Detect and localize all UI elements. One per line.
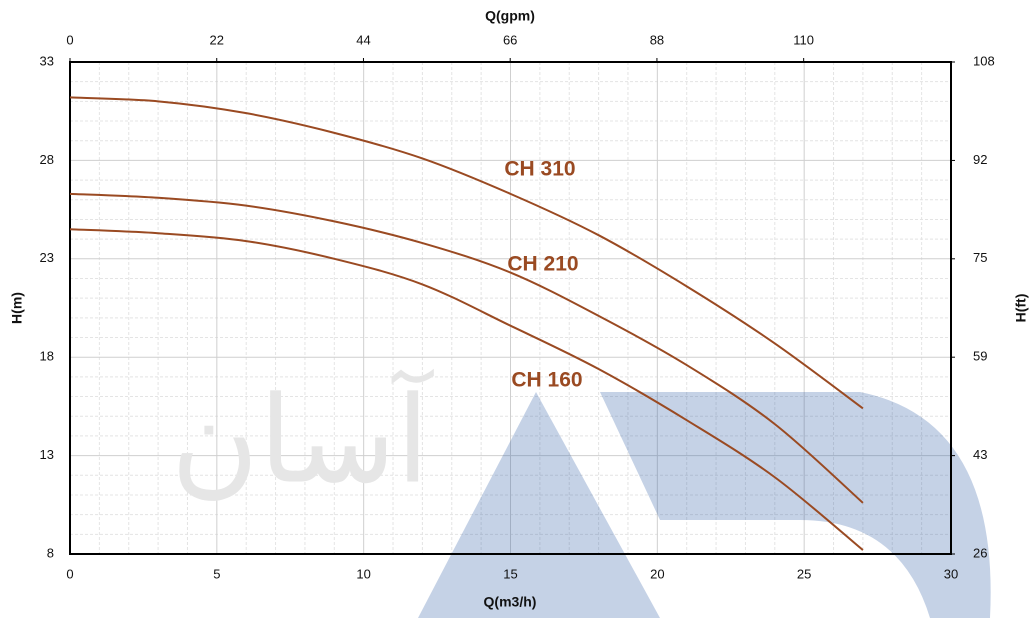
y2-tick-label: 59	[973, 349, 987, 364]
x-tick-label: 10	[356, 566, 370, 581]
y-tick-label: 28	[40, 152, 54, 167]
curve	[69, 96, 864, 410]
y2-tick-label: 26	[973, 545, 987, 560]
x2-tick-label: 22	[209, 32, 223, 47]
x2-tick-label: 88	[650, 32, 664, 47]
plot-frame	[69, 61, 952, 555]
watermark-shape	[600, 392, 991, 618]
curve	[69, 228, 864, 551]
x2-tick-label: 44	[356, 32, 370, 47]
y2-tick-label: 92	[973, 152, 987, 167]
y-tick-label: 8	[47, 545, 54, 560]
y2-tick-label: 108	[973, 53, 995, 68]
curve	[69, 192, 864, 504]
x-tick-label: 5	[213, 566, 220, 581]
y2-axis-title: H(ft)	[1013, 294, 1029, 323]
x2-tick-label: 66	[503, 32, 517, 47]
x-tick-label: 15	[503, 566, 517, 581]
x-tick-label: 20	[650, 566, 664, 581]
x2-tick-label: 110	[793, 32, 814, 47]
x-axis-title: Q(m3/h)	[484, 594, 537, 610]
y-tick-label: 13	[40, 447, 54, 462]
y2-tick-label: 75	[973, 250, 987, 265]
y-tick-label: 33	[40, 53, 54, 68]
y-tick-label: 18	[40, 349, 54, 364]
x2-tick-label: 0	[66, 32, 73, 47]
y2-tick-label: 43	[973, 447, 987, 462]
watermark-text: آسان	[171, 369, 434, 508]
y-tick-label: 23	[40, 250, 54, 265]
x-tick-label: 0	[66, 566, 73, 581]
y-axis-title: H(m)	[9, 292, 25, 324]
x-tick-label: 25	[797, 566, 811, 581]
curve-label: CH 210	[507, 253, 578, 276]
curve-label: CH 310	[504, 158, 575, 181]
curve-label: CH 160	[511, 369, 582, 392]
watermark-shape	[418, 392, 660, 618]
x2-axis-title: Q(gpm)	[485, 8, 535, 24]
x-tick-label: 30	[944, 566, 958, 581]
